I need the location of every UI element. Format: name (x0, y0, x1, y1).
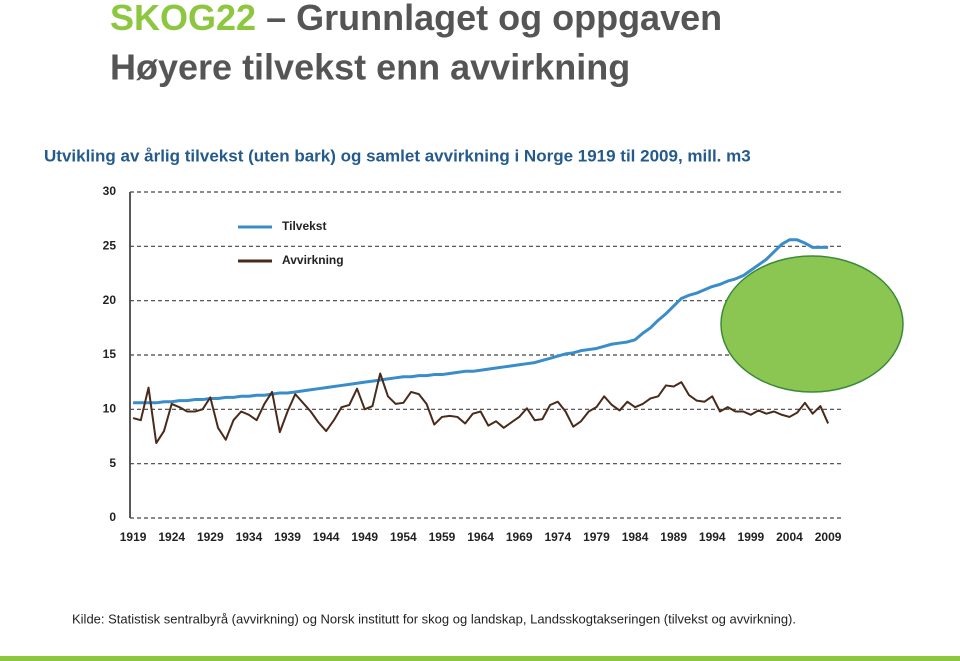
series-line (132, 372, 830, 445)
y-tick-label: 5 (109, 456, 116, 470)
x-tick-label: 1979 (583, 530, 610, 544)
y-tick-label: 0 (109, 510, 116, 524)
x-tick-label: 1974 (544, 530, 571, 544)
series-line (133, 238, 829, 405)
title-rest: – Grunnlaget og oppgaven (266, 0, 722, 38)
x-tick-label: 2004 (776, 530, 803, 544)
y-tick-label: 15 (103, 347, 117, 361)
x-tick-label: 1964 (467, 530, 494, 544)
x-tick-label: 1959 (429, 530, 456, 544)
legend-label: Avvirkning (282, 253, 344, 267)
highlight-ellipse (720, 255, 904, 393)
x-tick-label: 1924 (158, 530, 185, 544)
x-tick-label: 1949 (351, 530, 378, 544)
x-tick-label: 1929 (197, 530, 224, 544)
y-tick-label: 30 (103, 184, 117, 198)
x-tick-label: 1939 (274, 530, 301, 544)
source-note: Kilde: Statistisk sentralbyrå (avvirknin… (72, 611, 796, 626)
chart-title: Utvikling av årlig tilvekst (uten bark) … (44, 146, 751, 165)
title-highlight: SKOG22 (110, 0, 256, 38)
x-tick-label: 2009 (815, 530, 842, 544)
x-tick-label: 1989 (660, 530, 687, 544)
x-tick-label: 1919 (120, 530, 147, 544)
x-tick-label: 1934 (236, 530, 263, 544)
legend-label: Tilvekst (282, 219, 326, 233)
x-tick-label: 1969 (506, 530, 533, 544)
x-tick-label: 1999 (738, 530, 765, 544)
y-tick-label: 25 (103, 239, 117, 253)
y-tick-label: 10 (103, 402, 117, 416)
x-tick-label: 1994 (699, 530, 726, 544)
y-tick-label: 20 (103, 293, 117, 307)
x-tick-label: 1954 (390, 530, 417, 544)
bottom-bar (0, 656, 960, 661)
slide-subtitle: Høyere tilvekst enn avvirkning (110, 47, 630, 88)
x-tick-label: 1984 (622, 530, 649, 544)
slide-title: SKOG22 – Grunnlaget og oppgaven (110, 0, 722, 38)
x-tick-label: 1944 (313, 530, 340, 544)
